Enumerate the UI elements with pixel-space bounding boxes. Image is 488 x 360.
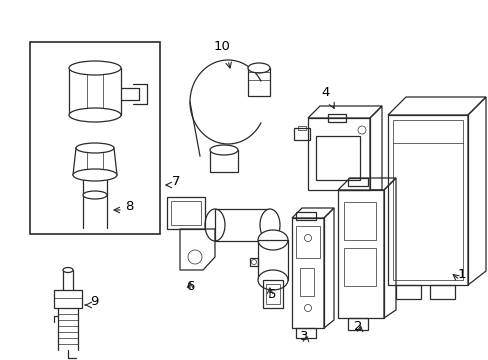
Bar	[291, 218, 324, 328]
Text: 10: 10	[213, 40, 230, 53]
Text: 4: 4	[321, 86, 329, 99]
Text: 5: 5	[267, 288, 276, 301]
Bar	[247, 68, 269, 96]
Bar	[295, 212, 315, 220]
Ellipse shape	[204, 209, 224, 241]
Bar	[297, 126, 305, 130]
Text: 1: 1	[457, 268, 466, 281]
Text: 3: 3	[299, 330, 307, 343]
Bar	[54, 290, 82, 308]
Ellipse shape	[73, 169, 117, 181]
Bar	[395, 285, 420, 299]
Ellipse shape	[69, 108, 121, 122]
Text: 9: 9	[90, 295, 98, 308]
Ellipse shape	[258, 270, 287, 290]
Bar	[30, 42, 160, 234]
Bar	[429, 285, 454, 299]
Bar	[315, 136, 359, 180]
Bar	[343, 202, 375, 240]
Ellipse shape	[260, 209, 280, 241]
Bar	[337, 190, 383, 318]
Ellipse shape	[83, 191, 107, 199]
Bar	[347, 318, 367, 330]
Bar	[258, 240, 287, 280]
Ellipse shape	[76, 143, 114, 153]
Bar	[295, 226, 319, 258]
Bar	[387, 115, 467, 285]
Bar	[209, 150, 238, 172]
Bar	[167, 197, 204, 229]
Bar	[307, 118, 369, 190]
Bar	[171, 201, 201, 225]
Text: 2: 2	[353, 320, 362, 333]
Text: 6: 6	[185, 280, 194, 293]
Bar	[299, 268, 313, 296]
Bar	[265, 284, 280, 304]
Bar	[215, 209, 269, 241]
Ellipse shape	[69, 61, 121, 75]
Bar	[295, 328, 315, 338]
Text: 7: 7	[172, 175, 180, 188]
Bar	[293, 128, 309, 140]
Bar	[343, 248, 375, 286]
Text: 8: 8	[125, 200, 133, 213]
Bar	[347, 178, 367, 186]
Bar	[327, 114, 346, 122]
Ellipse shape	[209, 145, 238, 155]
Ellipse shape	[63, 267, 73, 273]
Ellipse shape	[247, 63, 269, 73]
Bar	[392, 120, 462, 280]
Ellipse shape	[258, 230, 287, 250]
Bar	[263, 280, 283, 308]
